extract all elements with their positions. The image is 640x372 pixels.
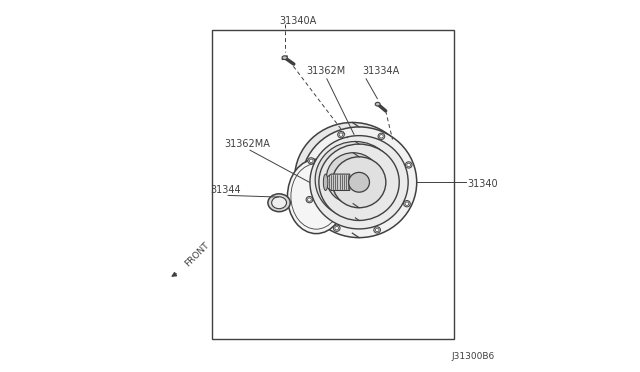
Ellipse shape — [380, 135, 383, 138]
Ellipse shape — [323, 174, 328, 190]
Text: 31362MA: 31362MA — [225, 139, 270, 149]
Ellipse shape — [294, 122, 410, 233]
Text: 31344: 31344 — [210, 185, 241, 195]
Ellipse shape — [319, 144, 399, 221]
Ellipse shape — [310, 136, 408, 229]
Text: FRONT: FRONT — [184, 241, 211, 269]
Bar — [212, 30, 454, 339]
Ellipse shape — [338, 131, 344, 138]
Polygon shape — [326, 174, 349, 190]
Ellipse shape — [308, 158, 314, 164]
Ellipse shape — [375, 102, 380, 106]
Ellipse shape — [335, 227, 339, 230]
Ellipse shape — [339, 133, 343, 136]
Ellipse shape — [306, 196, 313, 203]
Ellipse shape — [333, 225, 340, 231]
Text: J31300B6: J31300B6 — [452, 352, 495, 361]
Text: 31340: 31340 — [467, 179, 497, 189]
Ellipse shape — [332, 157, 386, 208]
Ellipse shape — [407, 163, 410, 167]
Ellipse shape — [378, 133, 385, 140]
Ellipse shape — [308, 198, 311, 201]
Ellipse shape — [268, 194, 291, 212]
Ellipse shape — [271, 197, 287, 209]
Ellipse shape — [282, 56, 287, 60]
Text: 31334A: 31334A — [363, 66, 400, 76]
Ellipse shape — [349, 172, 369, 192]
Ellipse shape — [374, 227, 380, 233]
Ellipse shape — [326, 153, 380, 203]
Ellipse shape — [315, 141, 396, 218]
Ellipse shape — [405, 202, 409, 205]
Ellipse shape — [375, 228, 379, 232]
Ellipse shape — [309, 159, 313, 163]
Ellipse shape — [404, 201, 410, 207]
Text: 31362M: 31362M — [306, 66, 345, 76]
Ellipse shape — [405, 162, 412, 168]
Ellipse shape — [287, 159, 345, 234]
Ellipse shape — [301, 127, 417, 238]
Text: 31340A: 31340A — [279, 16, 316, 26]
